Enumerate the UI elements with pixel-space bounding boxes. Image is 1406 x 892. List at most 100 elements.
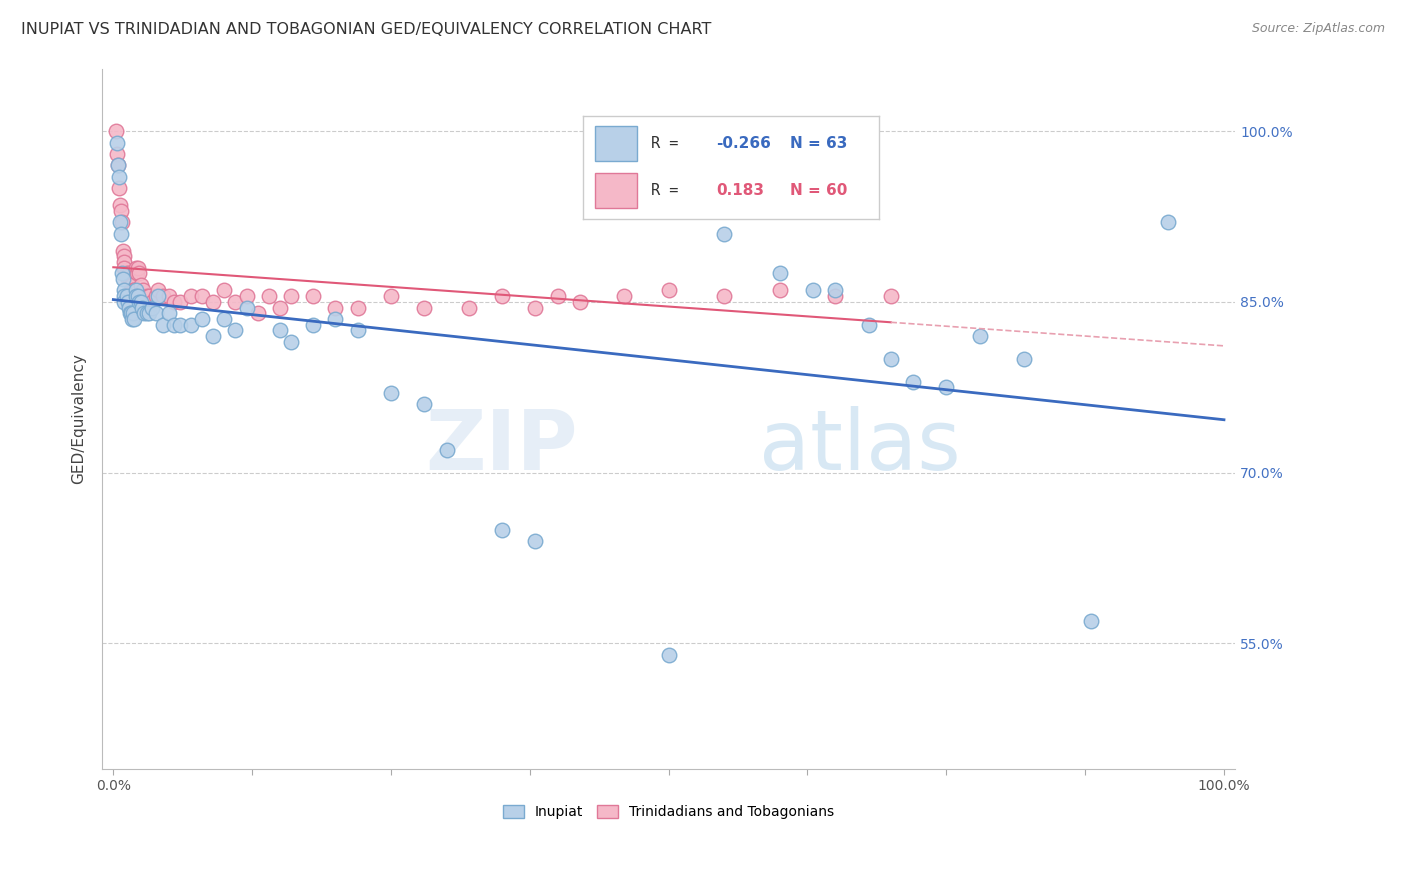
Point: [658, 648, 681, 662]
Point: [152, 318, 174, 332]
Text: ZIP: ZIP: [426, 406, 578, 487]
Point: [191, 289, 214, 303]
Point: [380, 289, 402, 303]
Point: [163, 318, 186, 332]
Point: [613, 289, 636, 303]
Point: [346, 301, 368, 315]
Point: [380, 386, 402, 401]
Text: -0.266: -0.266: [716, 136, 772, 151]
Point: [935, 380, 957, 394]
Text: INUPIAT VS TRINIDADIAN AND TOBAGONIAN GED/EQUIVALENCY CORRELATION CHART: INUPIAT VS TRINIDADIAN AND TOBAGONIAN GE…: [21, 22, 711, 37]
Point: [131, 301, 153, 315]
Point: [413, 301, 436, 315]
Point: [124, 284, 146, 298]
Point: [108, 198, 131, 212]
Point: [202, 294, 225, 309]
Point: [547, 289, 569, 303]
Point: [124, 260, 146, 275]
Point: [202, 329, 225, 343]
Point: [235, 289, 257, 303]
Point: [325, 301, 347, 315]
Point: [769, 284, 792, 298]
Point: [269, 301, 291, 315]
Point: [214, 284, 236, 298]
Point: [112, 289, 135, 303]
Point: [224, 323, 246, 337]
Point: [125, 267, 148, 281]
Point: [112, 294, 135, 309]
Point: [121, 277, 143, 292]
Text: atlas: atlas: [759, 406, 962, 487]
Point: [115, 267, 138, 281]
Point: [141, 294, 163, 309]
Point: [524, 301, 547, 315]
Point: [134, 306, 156, 320]
Point: [491, 289, 513, 303]
Y-axis label: GED/Equivalency: GED/Equivalency: [72, 353, 86, 484]
Text: N = 60: N = 60: [790, 184, 848, 198]
Point: [124, 289, 146, 303]
Point: [120, 277, 142, 292]
Text: R =: R =: [651, 136, 688, 151]
Point: [180, 318, 202, 332]
Point: [118, 272, 141, 286]
Point: [491, 523, 513, 537]
Point: [169, 318, 191, 332]
Point: [824, 284, 846, 298]
Point: [524, 533, 547, 548]
Point: [127, 289, 149, 303]
Point: [132, 284, 155, 298]
FancyBboxPatch shape: [595, 127, 637, 161]
Point: [180, 289, 202, 303]
Point: [121, 312, 143, 326]
Point: [191, 312, 214, 326]
Point: [112, 284, 135, 298]
Point: [128, 267, 150, 281]
Point: [138, 289, 160, 303]
Point: [117, 294, 139, 309]
Point: [1080, 614, 1102, 628]
Point: [163, 294, 186, 309]
Point: [124, 284, 146, 298]
Point: [969, 329, 991, 343]
Point: [235, 301, 257, 315]
Point: [104, 124, 127, 138]
Point: [157, 289, 180, 303]
Point: [880, 351, 903, 366]
Point: [107, 158, 129, 172]
Point: [302, 318, 325, 332]
Point: [122, 306, 145, 320]
FancyBboxPatch shape: [595, 173, 637, 208]
Point: [880, 289, 903, 303]
Point: [115, 289, 138, 303]
Point: [436, 442, 458, 457]
Point: [110, 227, 132, 241]
Point: [769, 267, 792, 281]
Point: [302, 289, 325, 303]
Point: [111, 215, 134, 229]
Point: [110, 203, 132, 218]
Point: [108, 181, 131, 195]
Point: [135, 306, 157, 320]
Point: [568, 294, 591, 309]
Point: [280, 334, 302, 349]
Point: [111, 267, 134, 281]
Point: [152, 289, 174, 303]
Point: [107, 158, 129, 172]
Point: [120, 306, 142, 320]
Point: [713, 289, 735, 303]
Text: Source: ZipAtlas.com: Source: ZipAtlas.com: [1251, 22, 1385, 36]
Point: [1012, 351, 1035, 366]
Point: [713, 227, 735, 241]
Point: [157, 306, 180, 320]
Point: [858, 318, 880, 332]
Point: [146, 284, 169, 298]
Point: [658, 284, 681, 298]
Point: [118, 306, 141, 320]
Point: [124, 312, 146, 326]
Point: [118, 267, 141, 281]
Point: [224, 294, 246, 309]
Point: [112, 255, 135, 269]
Point: [824, 289, 846, 303]
Point: [108, 169, 131, 184]
